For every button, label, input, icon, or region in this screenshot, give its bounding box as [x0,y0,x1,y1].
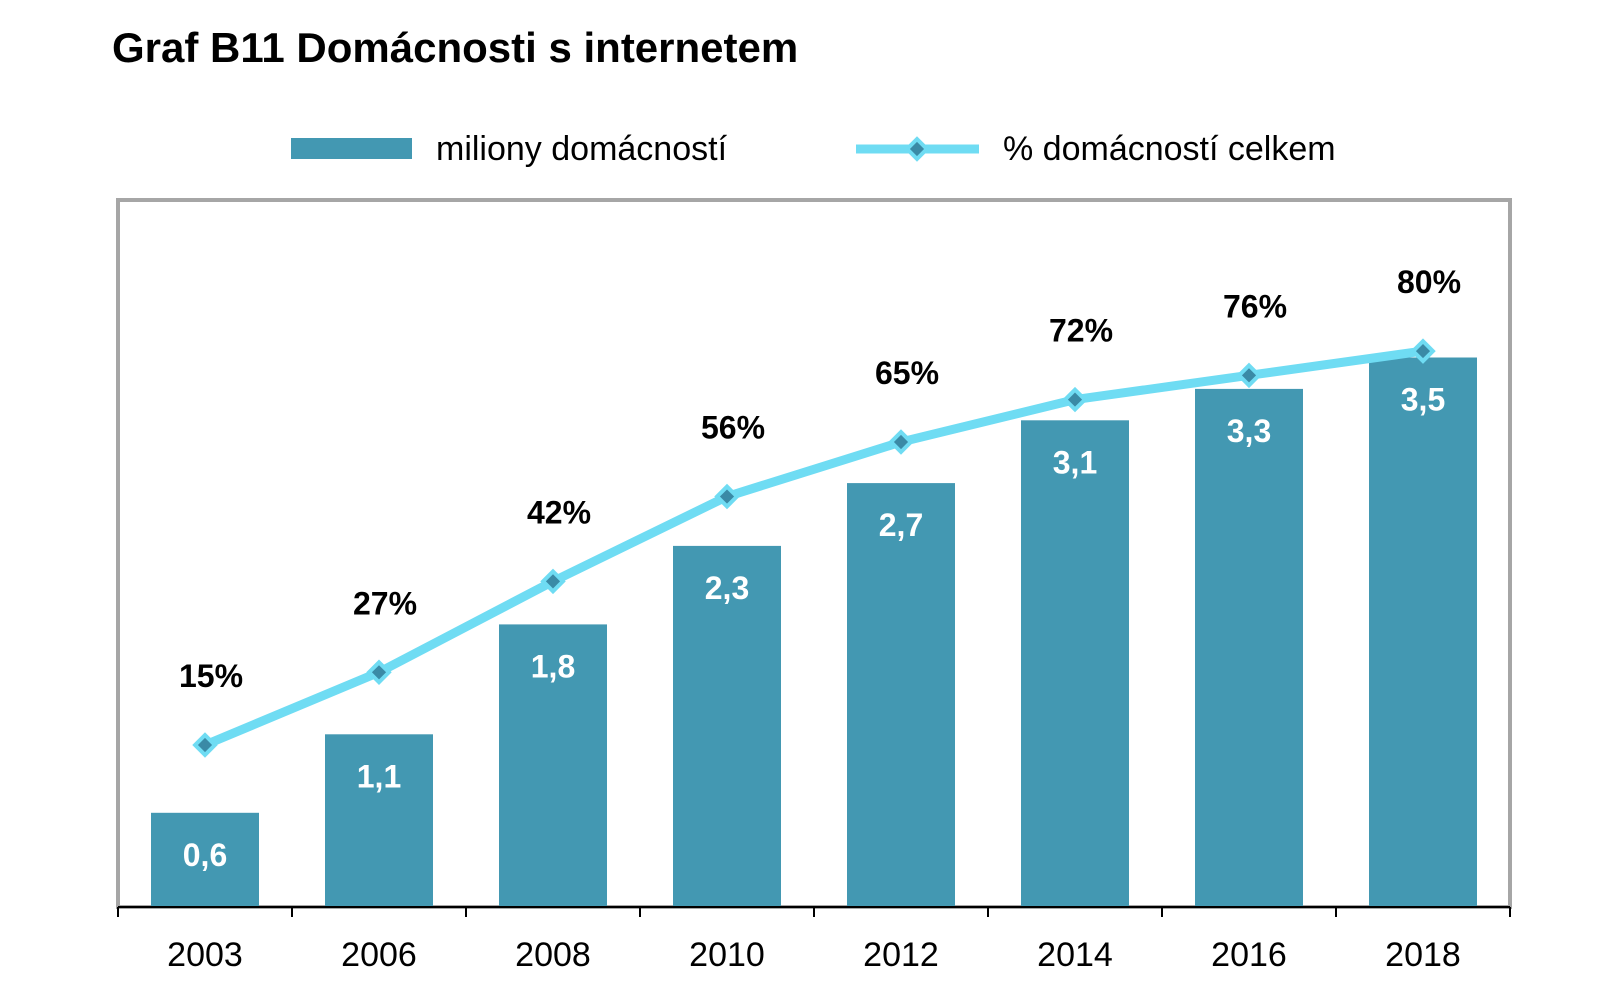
bar-value-label-2003: 0,6 [183,837,227,873]
bar-2016 [1195,388,1303,907]
x-tick-label-2018: 2018 [1385,936,1461,974]
bar-2003 [151,812,259,907]
percent-label-2006: 27% [353,585,417,621]
chart-title: Graf B11 Domácnosti s internetem [112,24,799,71]
bar-value-label-2016: 3,3 [1227,413,1271,449]
line-series-group: 15% 27% 42% 56% 65% 72% 76% 80% [179,264,1461,758]
bar-value-label-2014: 3,1 [1053,444,1097,480]
line-point-2014 [1062,386,1088,413]
legend-line-label: % domácností celkem [1003,130,1336,168]
line-point-2003 [192,732,218,758]
line-point-2006 [366,659,392,686]
bar-2008 [499,624,607,907]
x-tick-label-2016: 2016 [1211,936,1287,974]
percent-label-2014: 72% [1049,313,1113,349]
percent-label-2008: 42% [527,494,591,530]
x-tick-label-2010: 2010 [689,936,765,974]
line-point-2018 [1410,338,1436,364]
line-point-2008 [540,568,566,595]
x-tick-label-2008: 2008 [515,936,591,974]
percent-label-2003: 15% [179,658,243,694]
bar-value-label-2006: 1,1 [357,758,401,794]
bar-2006 [325,734,433,907]
x-tick-label-2006: 2006 [341,936,417,974]
bar-2010 [673,545,781,907]
percent-label-2012: 65% [875,355,939,391]
line-point-2012 [888,429,914,455]
legend: miliony domácností % domácností celkem [291,130,1336,168]
bar-2012 [847,483,955,907]
bar-value-label-2008: 1,8 [531,648,575,684]
percent-label-2016: 76% [1223,288,1287,324]
bar-2018 [1369,357,1477,907]
x-tick-label-2012: 2012 [863,936,939,974]
bar-value-label-2018: 3,5 [1401,382,1445,418]
bar-2014 [1021,420,1129,907]
legend-bar-swatch [291,138,412,159]
x-tick-label-2014: 2014 [1037,936,1113,974]
bar-value-label-2010: 2,3 [705,570,749,606]
legend-bar-label: miliony domácností [436,130,728,168]
percent-label-2010: 56% [701,410,765,446]
bars-group: 0,6 1,1 1,8 2,3 2,7 3,1 3,3 3,5 [151,357,1477,907]
line-point-2016 [1236,362,1262,389]
line-percent-households [200,346,1428,750]
bar-value-label-2012: 2,7 [879,507,923,543]
percent-label-2018: 80% [1397,264,1461,300]
legend-line-marker [904,136,930,162]
x-axis: 2003 2006 2008 2010 2012 2014 2016 2018 [117,906,1511,974]
line-point-2010 [714,483,740,510]
x-tick-label-2003: 2003 [167,936,243,974]
